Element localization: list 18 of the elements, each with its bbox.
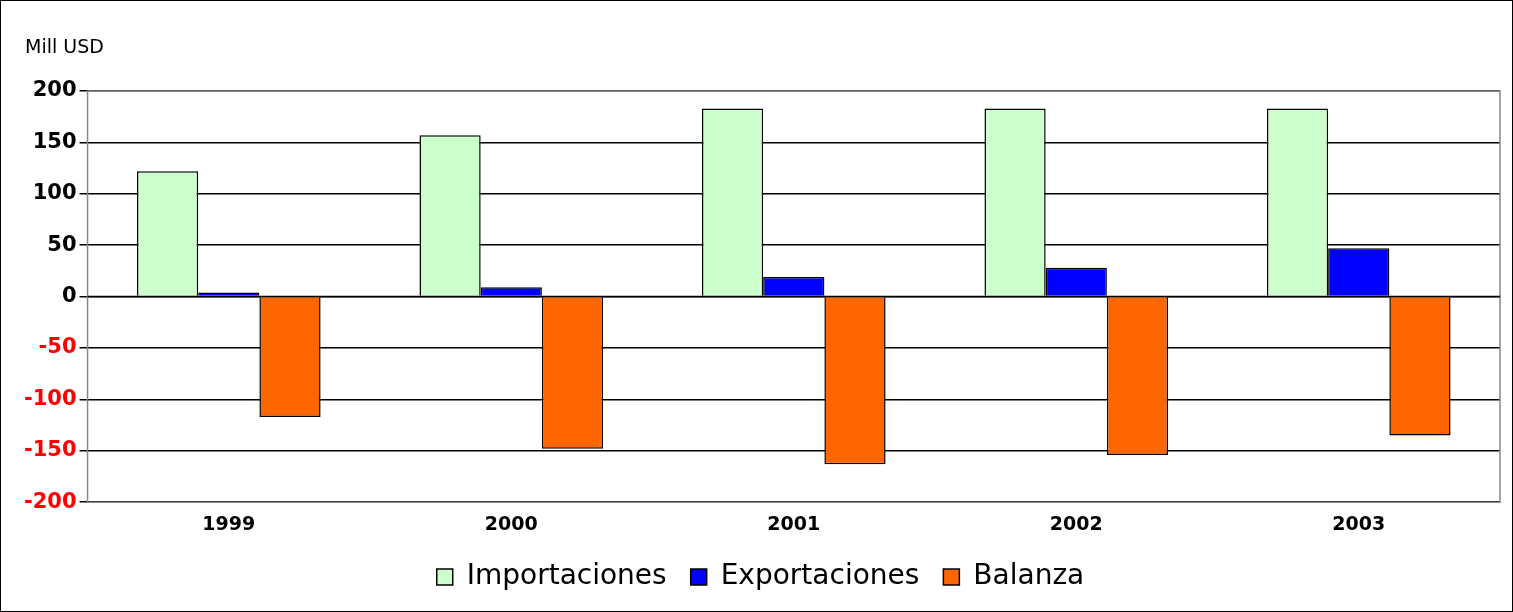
y-tick-label: 100 <box>32 180 77 205</box>
x-tick-label: 2002 <box>1049 511 1103 534</box>
x-tick-label: 2003 <box>1332 511 1386 534</box>
y-tick-label: -150 <box>23 437 77 462</box>
y-tick-label: -50 <box>38 334 77 359</box>
y-tick-label: -100 <box>23 385 77 410</box>
legend-label: Exportaciones <box>720 558 920 592</box>
x-tick-label: 2001 <box>767 511 821 534</box>
y-tick-label: 150 <box>32 128 77 153</box>
y-tick-label: 0 <box>61 283 77 308</box>
legend-label: Balanza <box>973 558 1085 592</box>
x-tick-label: 1999 <box>202 511 256 534</box>
y-axis-title: Mill USD <box>25 35 104 57</box>
y-tick-label: -200 <box>23 488 77 513</box>
legend-label: Importaciones <box>466 558 667 592</box>
x-tick-label: 2000 <box>484 511 538 534</box>
y-tick-label: 50 <box>47 231 77 256</box>
y-tick-label: 200 <box>32 77 77 102</box>
